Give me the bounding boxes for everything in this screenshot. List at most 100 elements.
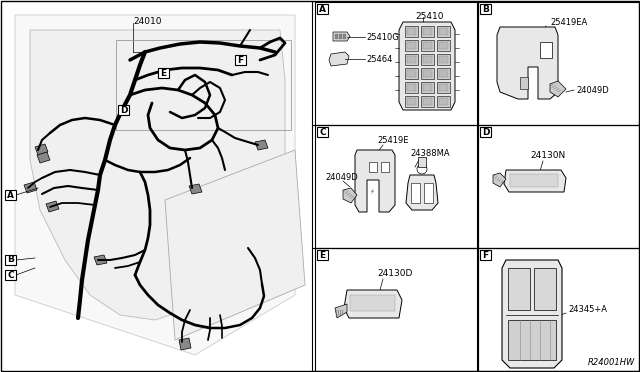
Text: B: B [482, 4, 489, 13]
Bar [480, 250, 491, 260]
Bar [407, 70, 416, 77]
Bar [405, 82, 418, 93]
Bar [350, 295, 395, 311]
Polygon shape [30, 30, 285, 320]
Polygon shape [493, 173, 506, 187]
Bar [421, 68, 434, 79]
Bar [423, 98, 432, 105]
Bar [480, 4, 491, 14]
Text: A: A [319, 4, 326, 13]
Polygon shape [343, 188, 357, 203]
Bar [478, 2, 640, 125]
Polygon shape [504, 170, 566, 192]
Bar [421, 82, 434, 93]
Polygon shape [329, 52, 349, 66]
Polygon shape [255, 140, 268, 150]
Text: ⚡: ⚡ [369, 189, 374, 195]
Bar [439, 98, 448, 105]
Text: F: F [483, 250, 488, 260]
Polygon shape [550, 81, 566, 97]
Polygon shape [24, 182, 37, 193]
Text: 24049D: 24049D [325, 173, 358, 182]
Bar [369, 162, 377, 172]
Text: 25410G: 25410G [366, 32, 399, 42]
Polygon shape [165, 150, 305, 340]
Text: 25419E: 25419E [377, 135, 408, 144]
Bar [315, 125, 477, 248]
Polygon shape [46, 201, 59, 212]
Bar [339, 34, 342, 39]
Bar [5, 190, 16, 200]
Bar [158, 68, 169, 78]
Bar [508, 268, 530, 310]
Bar [421, 96, 434, 107]
Bar [423, 70, 432, 77]
Bar [405, 26, 418, 37]
Bar [5, 270, 16, 280]
Bar [540, 42, 552, 58]
Bar [437, 40, 450, 51]
Text: F: F [237, 55, 244, 64]
Bar [423, 42, 432, 49]
Text: 24010: 24010 [134, 17, 163, 26]
Bar [439, 84, 448, 91]
Bar [508, 320, 556, 360]
Bar [405, 96, 418, 107]
Bar [317, 127, 328, 137]
Polygon shape [333, 32, 350, 41]
Text: 24130D: 24130D [377, 269, 412, 278]
Bar [423, 84, 432, 91]
Bar [437, 82, 450, 93]
Bar [437, 96, 450, 107]
Bar [423, 28, 432, 35]
Text: 24049D: 24049D [576, 86, 609, 94]
Bar [235, 55, 246, 65]
Polygon shape [15, 15, 295, 355]
Bar [437, 26, 450, 37]
Bar [437, 54, 450, 65]
Polygon shape [94, 255, 107, 265]
Bar [510, 174, 558, 187]
Bar [317, 4, 328, 14]
Text: B: B [7, 256, 14, 264]
Bar [116, 40, 291, 130]
Circle shape [417, 164, 427, 174]
Polygon shape [35, 144, 48, 155]
Bar [405, 40, 418, 51]
Polygon shape [189, 184, 202, 194]
Polygon shape [497, 27, 558, 99]
Bar [480, 127, 491, 137]
Text: D: D [482, 128, 489, 137]
Polygon shape [344, 290, 402, 318]
Text: 24345+A: 24345+A [568, 305, 607, 314]
Bar [423, 56, 432, 63]
Polygon shape [399, 22, 455, 110]
Bar [439, 28, 448, 35]
Bar [343, 34, 346, 39]
Bar [381, 162, 389, 172]
Bar [411, 183, 420, 203]
Text: 24130N: 24130N [530, 151, 565, 160]
Bar [478, 248, 640, 371]
Bar [407, 84, 416, 91]
Polygon shape [502, 260, 562, 368]
Bar [407, 98, 416, 105]
Bar [405, 54, 418, 65]
Bar [407, 56, 416, 63]
Text: D: D [120, 106, 127, 115]
Polygon shape [37, 152, 50, 163]
Bar [407, 28, 416, 35]
Polygon shape [335, 304, 347, 318]
Bar [478, 125, 640, 248]
Bar [5, 255, 16, 265]
Text: 25419EA: 25419EA [550, 17, 588, 26]
Text: R24001HW: R24001HW [588, 358, 635, 367]
Bar [439, 70, 448, 77]
Text: 25410: 25410 [416, 12, 444, 21]
Polygon shape [179, 338, 191, 350]
Text: 24388MA: 24388MA [410, 148, 450, 157]
Bar [317, 250, 328, 260]
Bar [424, 183, 433, 203]
Text: E: E [319, 250, 326, 260]
Bar [439, 56, 448, 63]
